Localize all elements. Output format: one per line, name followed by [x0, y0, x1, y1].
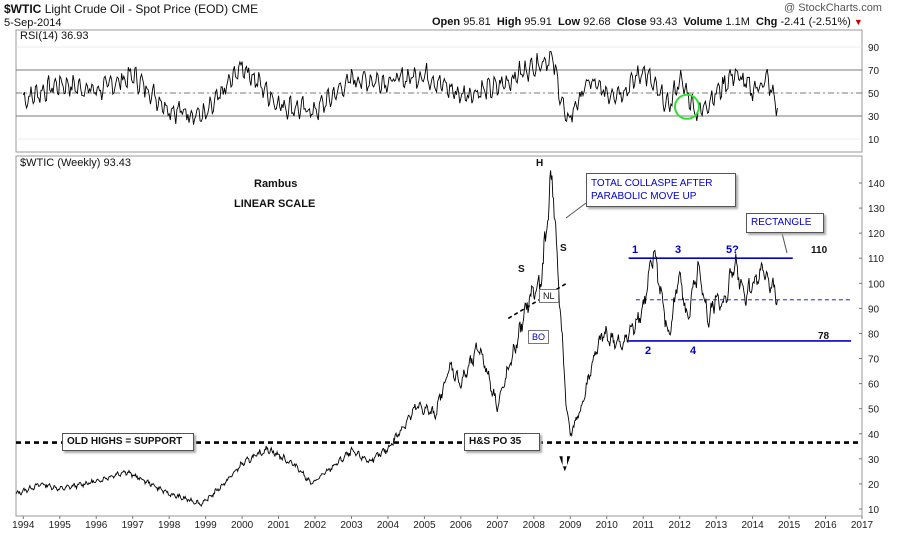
collapse-callout: TOTAL COLLASPE AFTER PARABOLIC MOVE UP: [586, 173, 736, 207]
x-tick-label: 2012: [669, 520, 692, 531]
price-tick-label: 20: [868, 480, 880, 491]
price-title: $WTIC (Weekly) 93.43: [20, 157, 132, 169]
rsi-highlight-circle: [673, 93, 700, 120]
collapse-line-1: TOTAL COLLASPE AFTER: [591, 178, 713, 189]
rsi-tick-label: 10: [868, 135, 880, 146]
open-label: Open: [432, 16, 461, 28]
x-tick-label: 1998: [158, 520, 181, 531]
high-label: High: [496, 16, 522, 28]
collapse-callout-pointer: [565, 202, 587, 219]
close-label: Close: [616, 16, 647, 28]
price-tick-label: 80: [868, 329, 880, 340]
watermark: @ StockCharts.com: [784, 2, 882, 14]
price-tick-label: 10: [868, 505, 880, 516]
x-tick-label: 2004: [377, 520, 400, 531]
symbol: $WTIC: [4, 2, 42, 16]
price-panel-frame: [15, 155, 863, 517]
rsi-tick-label: 50: [868, 89, 880, 100]
hs-po-callout: H&S PO 35: [464, 433, 540, 451]
rsi-panel-frame: [15, 29, 863, 153]
old-highs-callout: OLD HIGHS = SUPPORT: [62, 433, 194, 451]
level-110-label: 110: [811, 245, 828, 256]
rsi-tick-label: 30: [868, 112, 880, 123]
down-arrow-icon: ▼: [853, 17, 863, 27]
x-tick-label: 2014: [741, 520, 764, 531]
x-tick-label: 2017: [851, 520, 874, 531]
price-tick-label: 120: [868, 229, 885, 240]
rsi-tick-label: 90: [868, 43, 880, 54]
x-tick-label: 1999: [194, 520, 217, 531]
exchange: CME: [231, 2, 259, 16]
price-line: [15, 170, 778, 508]
rsi-tick-label: 70: [868, 66, 880, 77]
right-shoulder-label: S: [560, 243, 567, 254]
level-78-label: 78: [818, 331, 830, 342]
x-tick-label: 2015: [778, 520, 801, 531]
x-tick-label: 1994: [12, 520, 35, 531]
chg-label: Chg: [756, 16, 778, 28]
low-value: 92.68: [583, 16, 611, 28]
point-5-label: 5?: [726, 244, 739, 256]
price-tick-label: 100: [868, 279, 885, 290]
low-label: Low: [558, 16, 581, 28]
point-2-label: 2: [645, 345, 652, 357]
volume-value: 1.1M: [725, 16, 750, 28]
x-tick-label: 2002: [304, 520, 327, 531]
rectangle-callout-pointer: [781, 232, 788, 254]
point-3-label: 3: [675, 244, 682, 256]
x-tick-label: 2005: [413, 520, 436, 531]
rsi-line: [22, 51, 778, 125]
rectangle-callout: RECTANGLE: [746, 213, 824, 233]
x-tick-label: 2008: [523, 520, 546, 531]
chart-date: 5-Sep-2014: [4, 17, 62, 29]
head-label: H: [536, 158, 544, 169]
x-tick-label: 2011: [632, 520, 654, 531]
x-tick-label: 2000: [231, 520, 254, 531]
x-tick-label: 2016: [814, 520, 837, 531]
x-tick-label: 1996: [85, 520, 108, 531]
high-value: 95.91: [524, 16, 552, 28]
price-tick-label: 30: [868, 455, 880, 466]
point-4-label: 4: [690, 345, 697, 357]
point-1-label: 1: [632, 244, 639, 256]
close-value: 93.43: [649, 16, 678, 28]
chg-value: -2.41 (-2.51%): [780, 16, 851, 28]
price-tick-label: 60: [868, 380, 880, 391]
price-tick-label: 90: [868, 304, 880, 315]
x-tick-label: 2006: [450, 520, 473, 531]
rsi-title: RSI(14) 36.93: [20, 30, 89, 42]
price-tick-label: 130: [868, 204, 885, 215]
symbol-title: $WTIC Light Crude Oil - Spot Price (EOD)…: [4, 2, 258, 16]
breakout-label: BO: [528, 330, 550, 344]
x-tick-label: 2009: [559, 520, 582, 531]
left-shoulder-label: S: [518, 264, 525, 275]
price-tick-label: 50: [868, 405, 880, 416]
rambus-label: Rambus: [254, 178, 298, 190]
price-tick-label: 140: [868, 179, 885, 190]
instrument-name: Light Crude Oil - Spot Price (EOD): [44, 2, 229, 16]
x-tick-label: 2001: [267, 520, 290, 531]
open-value: 95.81: [463, 16, 491, 28]
x-tick-label: 1995: [49, 520, 72, 531]
x-tick-label: 2013: [705, 520, 728, 531]
up-arrow-icon: [559, 456, 571, 472]
neckline-label: NL: [539, 289, 559, 303]
price-tick-label: 110: [868, 254, 884, 265]
volume-label: Volume: [683, 16, 723, 28]
x-tick-label: 1997: [122, 520, 145, 531]
price-tick-label: 40: [868, 430, 880, 441]
x-tick-label: 2010: [596, 520, 619, 531]
linear-scale-label: LINEAR SCALE: [234, 198, 316, 210]
x-tick-label: 2007: [486, 520, 509, 531]
quote-bar: Open 95.81 High 95.91 Low 92.68 Close 93…: [432, 16, 863, 28]
collapse-line-2: PARABOLIC MOVE UP: [591, 191, 697, 202]
x-tick-label: 2003: [340, 520, 363, 531]
price-tick-label: 70: [868, 355, 880, 366]
